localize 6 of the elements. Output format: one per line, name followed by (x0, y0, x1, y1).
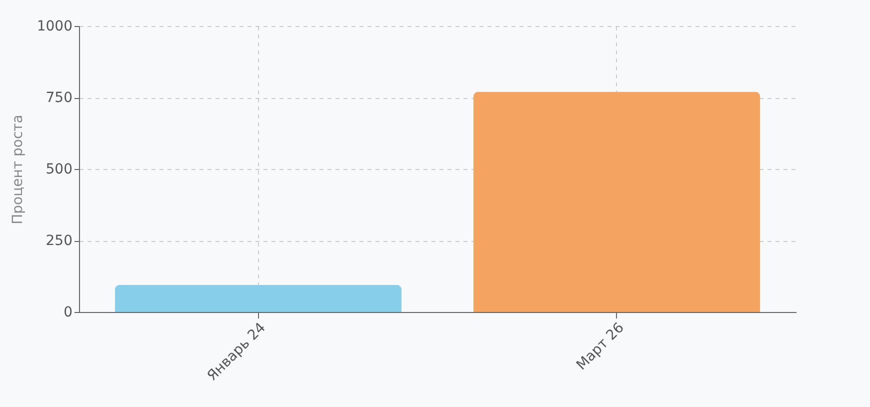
y-tick-label: 0 (64, 304, 72, 320)
y-tick-label: 250 (46, 233, 72, 249)
y-axis-title: Процент роста (10, 114, 26, 224)
y-tick-label: 750 (46, 90, 72, 106)
y-tick-label: 1000 (36, 18, 72, 34)
y-tick-label: 500 (46, 162, 72, 178)
